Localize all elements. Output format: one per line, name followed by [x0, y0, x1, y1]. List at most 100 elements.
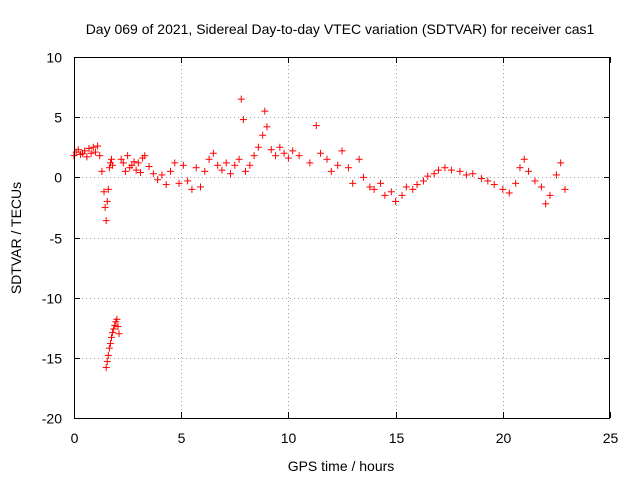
data-point — [355, 155, 363, 163]
data-point — [552, 171, 560, 179]
data-point — [242, 167, 250, 175]
data-point — [149, 170, 157, 178]
data-point — [370, 185, 378, 193]
data-point — [91, 148, 99, 156]
data-point — [109, 161, 117, 169]
data-point — [334, 161, 342, 169]
data-point — [430, 170, 438, 178]
data-point — [184, 177, 192, 185]
data-point — [237, 95, 245, 103]
data-point — [323, 155, 331, 163]
data-point — [344, 164, 352, 172]
data-point — [231, 161, 239, 169]
data-point — [469, 170, 477, 178]
data-point — [520, 155, 528, 163]
data-point — [419, 177, 427, 185]
data-point — [537, 183, 545, 191]
data-point — [263, 123, 271, 131]
data-point — [546, 191, 554, 199]
grid-lines — [74, 57, 610, 418]
y-axis-label: SDTVAR / TECUs — [8, 182, 24, 294]
data-point — [81, 147, 89, 155]
y-tick-label: 10 — [46, 50, 62, 66]
data-point — [512, 179, 520, 187]
data-point — [121, 167, 129, 175]
data-point — [214, 161, 222, 169]
data-point — [377, 179, 385, 187]
data-point — [381, 191, 389, 199]
chart-title: Day 069 of 2021, Sidereal Day-to-day VTE… — [86, 21, 595, 37]
data-point — [94, 142, 102, 150]
y-tick-label: -10 — [42, 291, 62, 307]
data-point — [89, 143, 97, 151]
data-point — [109, 329, 117, 337]
data-point — [98, 167, 106, 175]
data-point — [525, 167, 533, 175]
data-point — [366, 183, 374, 191]
data-point — [104, 351, 112, 359]
data-point — [280, 149, 288, 157]
data-point — [205, 155, 213, 163]
data-point — [134, 159, 142, 167]
data-point — [306, 159, 314, 167]
data-point — [108, 333, 116, 341]
data-point — [261, 107, 269, 115]
data-point — [171, 159, 179, 167]
data-point — [111, 321, 119, 329]
data-point — [387, 188, 395, 196]
data-point — [402, 183, 410, 191]
data-point — [289, 147, 297, 155]
data-point — [267, 146, 275, 154]
data-point — [128, 161, 136, 169]
data-point — [409, 185, 417, 193]
data-point — [209, 149, 217, 157]
data-point — [96, 152, 104, 160]
data-point — [141, 152, 149, 160]
data-point — [101, 203, 109, 211]
data-point — [113, 315, 121, 323]
data-points — [70, 95, 569, 371]
data-point — [484, 177, 492, 185]
data-point — [250, 152, 258, 160]
data-point — [312, 122, 320, 130]
x-tick-label: 5 — [178, 430, 186, 446]
data-point — [104, 185, 112, 193]
data-point — [117, 155, 125, 163]
data-point — [106, 339, 114, 347]
data-point — [434, 166, 442, 174]
axis-ticks: 0 5 10 15 20 25 -20 -15 -10 -5 0 5 10 — [42, 50, 619, 447]
data-point — [102, 217, 110, 225]
data-point — [100, 188, 108, 196]
plot-frame — [74, 57, 610, 419]
data-point — [424, 172, 432, 180]
data-point — [499, 185, 507, 193]
data-point — [175, 179, 183, 187]
data-point — [259, 131, 267, 139]
data-point — [83, 153, 91, 161]
data-point — [441, 164, 449, 172]
data-point — [239, 116, 247, 124]
y-tick-label: -15 — [42, 351, 62, 367]
data-point — [158, 171, 166, 179]
data-point — [105, 344, 113, 352]
data-point — [246, 161, 254, 169]
data-point — [456, 167, 464, 175]
data-point — [102, 363, 110, 371]
x-tick-label: 0 — [71, 430, 79, 446]
data-point — [74, 146, 82, 154]
x-tick-label: 20 — [496, 430, 512, 446]
data-point — [196, 183, 204, 191]
data-point — [145, 163, 153, 171]
data-point — [317, 149, 325, 157]
x-tick-label: 15 — [389, 430, 405, 446]
data-point — [447, 166, 455, 174]
y-tick-label: -20 — [42, 411, 62, 427]
data-point — [179, 161, 187, 169]
data-point — [516, 164, 524, 172]
data-point — [132, 166, 140, 174]
data-point — [124, 152, 132, 160]
data-point — [114, 323, 122, 331]
data-point — [561, 185, 569, 193]
data-point — [166, 167, 174, 175]
data-point — [505, 189, 513, 197]
